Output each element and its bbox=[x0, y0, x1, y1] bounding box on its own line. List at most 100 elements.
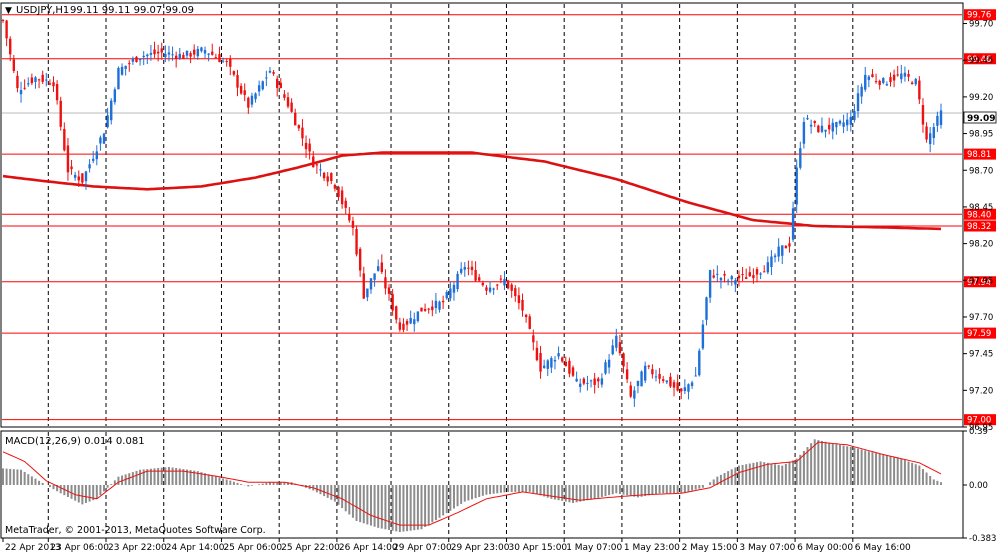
candle-body bbox=[759, 273, 762, 275]
candle-body bbox=[755, 269, 759, 275]
candle-body bbox=[542, 365, 546, 368]
candle-body bbox=[889, 77, 892, 83]
time-tick-label: 3 May 07:00 bbox=[739, 543, 795, 553]
moving-average bbox=[2, 151, 942, 231]
candle-body bbox=[12, 59, 16, 71]
candle-body bbox=[135, 56, 138, 62]
time-tick-label: 29 Apr 07:00 bbox=[393, 543, 452, 553]
candle-body bbox=[398, 322, 402, 330]
candle-body bbox=[81, 173, 84, 183]
candle-body bbox=[70, 166, 73, 170]
candle-body bbox=[203, 50, 207, 54]
candle-body bbox=[211, 51, 214, 55]
candle-body bbox=[874, 81, 878, 83]
candle-body bbox=[896, 74, 899, 76]
candle-body bbox=[524, 314, 528, 318]
time-tick-label: 29 Apr 23:00 bbox=[451, 543, 510, 553]
candle-body bbox=[716, 273, 719, 275]
candle-body bbox=[268, 70, 272, 73]
candle-body bbox=[853, 111, 856, 121]
candle-body bbox=[463, 266, 466, 270]
candle-body bbox=[333, 184, 337, 189]
candle-body bbox=[676, 382, 679, 391]
symbol-dropdown-icon[interactable]: ▼ bbox=[5, 6, 12, 16]
candle-body bbox=[420, 307, 423, 312]
candle-body bbox=[326, 176, 329, 182]
candle-body bbox=[167, 52, 171, 55]
candle-body bbox=[366, 288, 369, 298]
current-price-tag: 99.09 bbox=[963, 111, 997, 124]
candle-body bbox=[340, 190, 344, 205]
candle-body bbox=[662, 379, 665, 381]
candle-body bbox=[405, 320, 409, 325]
candle-body bbox=[827, 124, 831, 130]
main-plot-area[interactable] bbox=[0, 2, 964, 428]
price-level-tag bbox=[964, 208, 996, 220]
candle-body bbox=[416, 311, 420, 322]
candle-body bbox=[665, 380, 669, 383]
candle-body bbox=[438, 301, 441, 310]
candle-body bbox=[560, 357, 564, 362]
candle-body bbox=[669, 376, 672, 387]
candle-body bbox=[99, 137, 102, 144]
price-tick-label: 98.70 bbox=[969, 166, 993, 176]
candle-body bbox=[528, 316, 531, 329]
candle-body bbox=[615, 335, 618, 348]
candle-body bbox=[860, 86, 863, 97]
price-level-tag bbox=[964, 414, 996, 426]
candle-body bbox=[903, 72, 907, 77]
price-level-tag-label: 97.59 bbox=[967, 329, 991, 339]
candle-body bbox=[387, 287, 391, 294]
copyright-text: MetaTrader, © 2001-2013, MetaQuotes Soft… bbox=[5, 525, 266, 536]
candle-body bbox=[813, 120, 816, 124]
candle-body bbox=[214, 57, 218, 59]
candle-body bbox=[799, 148, 802, 168]
candle-body bbox=[117, 67, 120, 90]
candle-body bbox=[791, 208, 795, 240]
candle-body bbox=[878, 80, 881, 85]
candle-body bbox=[492, 288, 495, 290]
price-tick-label: 97.95 bbox=[969, 276, 993, 286]
candle-body bbox=[640, 371, 643, 387]
candle-body bbox=[30, 77, 34, 84]
candle-body bbox=[427, 308, 430, 310]
time-tick-label: 23 Apr 06:00 bbox=[50, 543, 109, 553]
candle-body bbox=[243, 90, 246, 95]
candle-body bbox=[55, 84, 59, 101]
candle-body bbox=[748, 272, 751, 277]
candle-body bbox=[290, 102, 293, 112]
candle-body bbox=[218, 54, 221, 63]
candle-body bbox=[503, 279, 506, 286]
candle-body bbox=[831, 122, 834, 132]
candle-body bbox=[734, 280, 737, 285]
candle-body bbox=[589, 380, 593, 382]
candle-body bbox=[225, 61, 228, 63]
candle-body bbox=[380, 262, 384, 273]
candle-body bbox=[110, 100, 113, 121]
candle-body bbox=[19, 90, 23, 95]
candle-body bbox=[308, 143, 311, 152]
candle-body bbox=[553, 359, 557, 362]
candle-body bbox=[322, 172, 326, 179]
candle-body bbox=[535, 347, 539, 361]
candle-body bbox=[741, 274, 744, 276]
vertical-grid bbox=[47, 4, 854, 537]
candle-body bbox=[474, 269, 477, 281]
candle-body bbox=[63, 128, 66, 151]
candle-body bbox=[777, 246, 780, 257]
candle-body bbox=[806, 118, 809, 120]
candle-body bbox=[744, 277, 748, 279]
candle-body bbox=[351, 220, 355, 228]
candle-body bbox=[737, 275, 741, 279]
candle-body bbox=[200, 47, 203, 52]
candle-body bbox=[456, 273, 459, 290]
candle-body bbox=[37, 79, 41, 81]
candle-body bbox=[467, 267, 470, 269]
candle-body bbox=[402, 323, 405, 330]
candle-body bbox=[719, 277, 723, 281]
candle-body bbox=[102, 133, 106, 144]
candle-body bbox=[928, 133, 932, 145]
